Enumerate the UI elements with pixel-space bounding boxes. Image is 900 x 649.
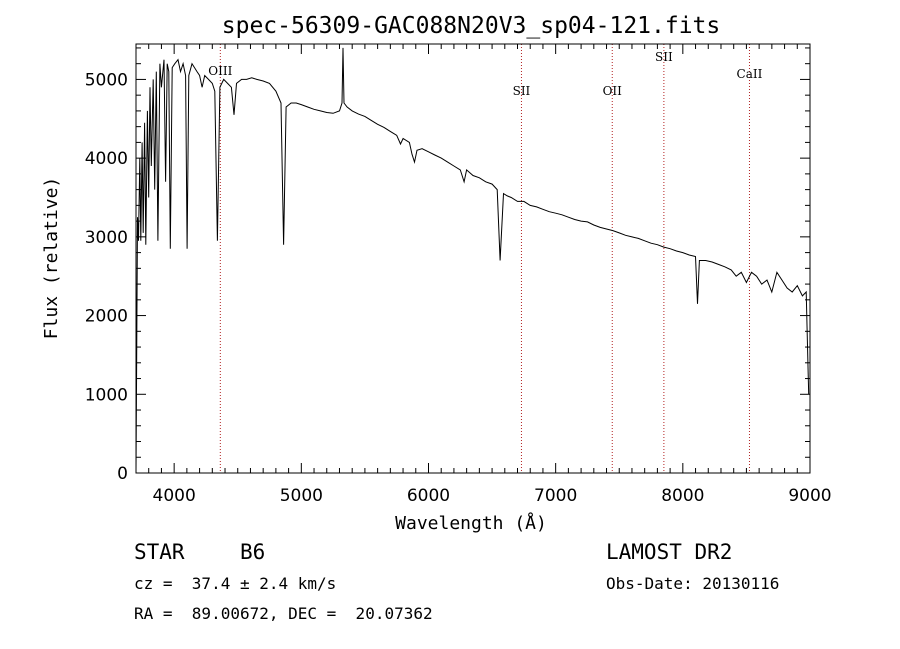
object-subclass: B6 — [240, 540, 266, 564]
y-tick-label: 2000 — [85, 307, 128, 327]
y-tick-label: 5000 — [85, 70, 128, 90]
line-marker-label: OIII — [208, 64, 232, 78]
x-axis-label: Wavelength (Å) — [395, 512, 547, 534]
spectrum-series — [135, 47, 810, 474]
observation-date: Obs-Date: 20130116 — [606, 574, 780, 593]
y-axis-ticks: 0 1000 2000 3000 4000 5000 — [85, 47, 810, 484]
x-tick-label: 5000 — [280, 486, 323, 506]
y-tick-label: 0 — [117, 464, 128, 484]
chart-title: spec-56309-GAC088N20V3_sp04-121.fits — [222, 13, 721, 39]
plot-frame — [135, 43, 811, 474]
x-tick-label: 4000 — [153, 486, 196, 506]
x-axis-ticks: 4000 5000 6000 7000 8000 9000 — [135, 44, 832, 506]
survey-name: LAMOST DR2 — [606, 540, 733, 564]
line-marker-label: SII — [513, 84, 531, 98]
object-class: STAR — [134, 540, 185, 564]
x-tick-label: 9000 — [788, 486, 831, 506]
line-marker-label: OII — [603, 84, 623, 98]
y-axis-label: Flux (relative) — [41, 177, 62, 340]
redshift-velocity: cz = 37.4 ± 2.4 km/s — [134, 574, 337, 593]
y-tick-label: 1000 — [85, 385, 128, 405]
line-marker-label: CaII — [737, 67, 763, 81]
x-tick-label: 6000 — [407, 486, 450, 506]
x-tick-label: 7000 — [534, 486, 577, 506]
sky-coordinates: RA = 89.00672, DEC = 20.07362 — [134, 604, 433, 623]
emission-line-markers: OIII SII OII SII CaII — [208, 44, 763, 473]
line-marker-label: SII — [655, 50, 673, 64]
y-tick-label: 4000 — [85, 149, 128, 169]
y-tick-label: 3000 — [85, 228, 128, 248]
spectrum-line — [135, 47, 810, 474]
x-tick-label: 8000 — [661, 486, 704, 506]
